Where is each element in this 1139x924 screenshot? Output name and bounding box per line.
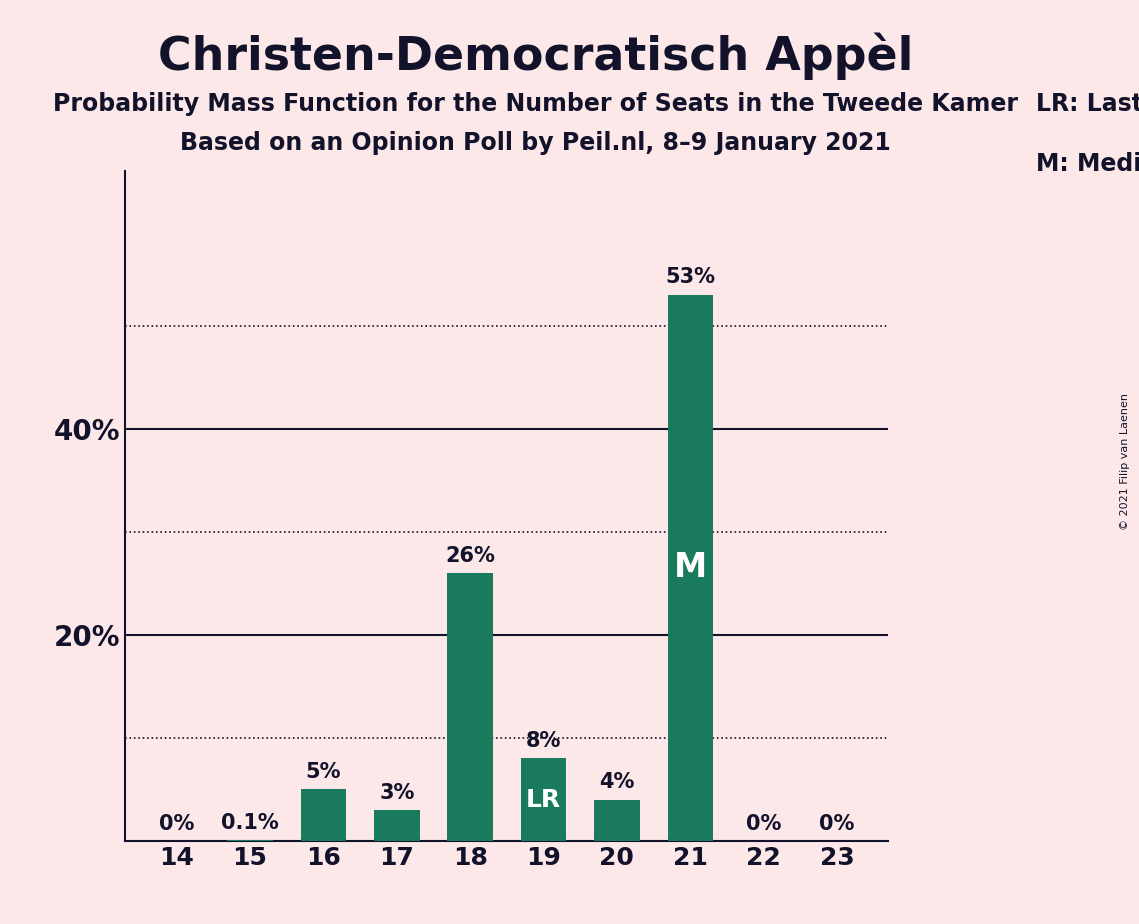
Bar: [521, 759, 566, 841]
Text: M: Median: M: Median: [1036, 152, 1139, 176]
Text: 0.1%: 0.1%: [221, 812, 279, 833]
Text: 5%: 5%: [305, 762, 342, 782]
Bar: [595, 799, 640, 841]
Text: 8%: 8%: [526, 731, 562, 751]
Bar: [228, 840, 272, 841]
Text: 0%: 0%: [159, 814, 195, 833]
Text: 3%: 3%: [379, 783, 415, 803]
Bar: [301, 789, 346, 841]
Bar: [667, 295, 713, 841]
Text: 0%: 0%: [819, 814, 854, 833]
Text: © 2021 Filip van Laenen: © 2021 Filip van Laenen: [1120, 394, 1130, 530]
Text: 0%: 0%: [746, 814, 781, 833]
Text: 4%: 4%: [599, 772, 634, 793]
Bar: [448, 573, 493, 841]
Text: LR: Last Result: LR: Last Result: [1036, 92, 1139, 116]
Text: 26%: 26%: [445, 546, 495, 565]
Text: Probability Mass Function for the Number of Seats in the Tweede Kamer: Probability Mass Function for the Number…: [52, 92, 1018, 116]
Text: Based on an Opinion Poll by Peil.nl, 8–9 January 2021: Based on an Opinion Poll by Peil.nl, 8–9…: [180, 131, 891, 155]
Text: 53%: 53%: [665, 267, 715, 287]
Bar: [374, 810, 419, 841]
Text: Christen-Democratisch Appèl: Christen-Democratisch Appèl: [157, 32, 913, 79]
Text: M: M: [673, 552, 707, 584]
Text: LR: LR: [526, 787, 562, 811]
